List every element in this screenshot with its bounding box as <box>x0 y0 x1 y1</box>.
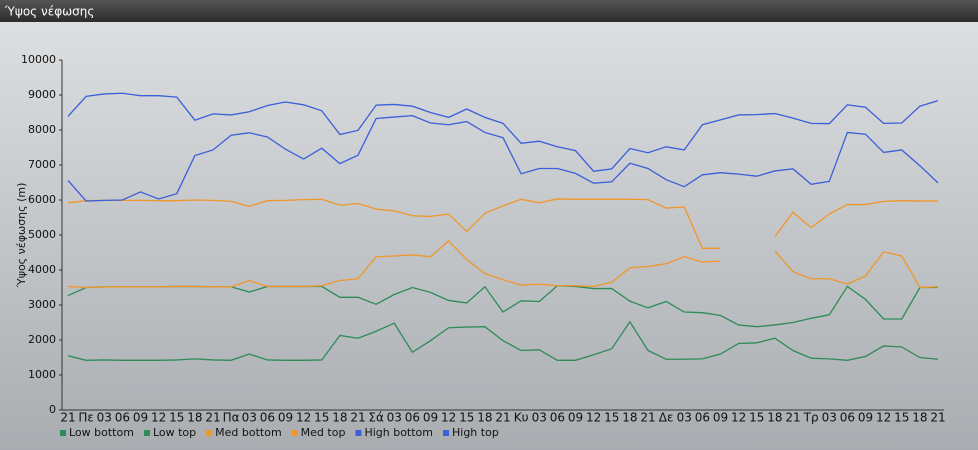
x-tick-label: Κυ <box>514 411 529 425</box>
x-tick-label: 18 <box>477 411 492 425</box>
legend-label: Med bottom <box>215 426 282 439</box>
x-tick-label: 15 <box>459 411 474 425</box>
x-tick-label: 03 <box>387 411 402 425</box>
x-tick-label: Πα <box>223 411 240 425</box>
y-tick-label: 7000 <box>28 158 56 171</box>
legend-label: High bottom <box>364 426 433 439</box>
x-tick-label: 18 <box>332 411 347 425</box>
y-tick-label: 8000 <box>28 123 56 136</box>
x-tick-label: 03 <box>677 411 692 425</box>
x-tick-label: 15 <box>169 411 184 425</box>
legend-label: Low bottom <box>69 426 134 439</box>
x-tick-label: 21 <box>930 411 945 425</box>
y-tick-label: 4000 <box>28 263 56 276</box>
x-tick-label: 06 <box>260 411 275 425</box>
legend-marker <box>291 430 298 436</box>
x-tick-label: 15 <box>894 411 909 425</box>
x-tick-label: 18 <box>912 411 927 425</box>
x-tick-label: 12 <box>731 411 746 425</box>
x-tick-label: 06 <box>405 411 420 425</box>
x-tick-label: 21 <box>60 411 75 425</box>
x-tick-label: 03 <box>97 411 112 425</box>
x-tick-label: 15 <box>314 411 329 425</box>
x-tick-label: 06 <box>695 411 710 425</box>
y-tick-label: 2000 <box>28 333 56 346</box>
x-tick-label: 09 <box>713 411 728 425</box>
x-tick-label: 12 <box>296 411 311 425</box>
x-tick-label: 12 <box>876 411 891 425</box>
x-tick-label: 12 <box>441 411 456 425</box>
x-tick-label: 18 <box>622 411 637 425</box>
series-line <box>67 198 938 249</box>
x-tick-label: 21 <box>495 411 510 425</box>
series-line <box>67 320 939 361</box>
x-tick-label: 06 <box>840 411 855 425</box>
x-tick-label: 18 <box>187 411 202 425</box>
series-line <box>67 92 939 172</box>
y-tick-label: 5000 <box>28 228 56 241</box>
y-tick-label: 9000 <box>28 88 56 101</box>
x-tick-label: 03 <box>822 411 837 425</box>
title: Ύψος νέφωσης <box>4 5 94 19</box>
legend-marker <box>443 430 449 436</box>
x-tick-label: 03 <box>242 411 257 425</box>
x-tick-label: 09 <box>278 411 293 425</box>
x-tick-label: Πε <box>78 411 94 425</box>
x-tick-label: 09 <box>568 411 583 425</box>
legend-marker <box>355 430 362 436</box>
x-tick-label: 21 <box>205 411 220 425</box>
x-tick-label: 18 <box>767 411 782 425</box>
y-tick-label: 3000 <box>28 298 56 311</box>
y-tick-label: 6000 <box>28 193 56 206</box>
x-tick-label: Σά <box>368 411 384 425</box>
legend-marker <box>206 430 213 436</box>
x-tick-label: Δε <box>659 411 674 425</box>
x-tick-label: 12 <box>151 411 166 425</box>
x-tick-label: 03 <box>532 411 547 425</box>
x-tick-label: 15 <box>604 411 619 425</box>
legend-marker <box>143 430 150 436</box>
x-tick-label: 09 <box>133 411 148 425</box>
x-tick-label: 06 <box>550 411 565 425</box>
legend-label: Med top <box>301 426 346 439</box>
x-tick-label: 21 <box>350 411 365 425</box>
title-bar <box>0 0 978 22</box>
series-line <box>67 114 939 202</box>
x-tick-label: 21 <box>640 411 655 425</box>
y-tick-label: 10000 <box>21 53 56 66</box>
y-axis-label: Ύψος νέφωσης (m) <box>15 183 28 289</box>
y-tick-label: 1000 <box>28 368 56 381</box>
y-tick-label: 0 <box>49 403 56 416</box>
x-tick-label: 06 <box>115 411 130 425</box>
legend-label: High top <box>452 426 499 439</box>
legend-label: Low top <box>153 426 196 439</box>
x-tick-label: 12 <box>586 411 601 425</box>
legend-marker <box>60 430 66 436</box>
x-tick-label: Τρ <box>803 411 819 425</box>
x-tick-label: 09 <box>858 411 873 425</box>
x-tick-label: 15 <box>749 411 764 425</box>
series-line <box>67 240 939 289</box>
x-tick-label: 21 <box>785 411 800 425</box>
x-tick-label: 09 <box>423 411 438 425</box>
